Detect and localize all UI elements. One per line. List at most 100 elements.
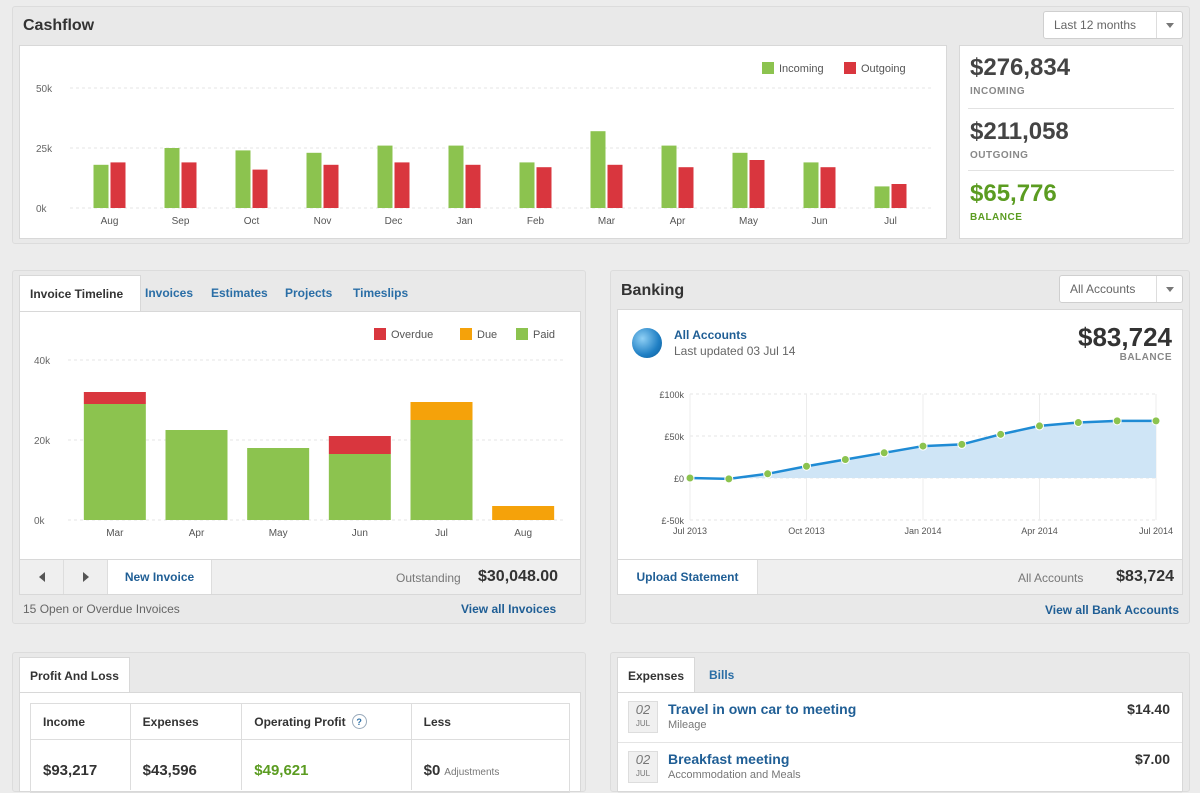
legend-label: Overdue xyxy=(391,329,433,341)
prev-arrow-button[interactable] xyxy=(20,560,64,594)
x-tick-label: Mar xyxy=(598,216,616,227)
legend-label: Incoming xyxy=(779,63,824,75)
last-updated: Last updated 03 Jul 14 xyxy=(674,344,796,358)
balance-point xyxy=(918,441,928,451)
paid-bar-segment xyxy=(165,430,228,520)
balance-point xyxy=(685,473,695,483)
expense-category: Accommodation and Meals xyxy=(668,769,801,781)
cashflow-totals-card: $276,834 INCOMING $211,058 OUTGOING $65,… xyxy=(959,45,1183,239)
legend-swatch xyxy=(762,62,774,74)
banking-footer: Upload Statement All Accounts $83,724 xyxy=(617,559,1183,595)
expense-title-link[interactable]: Travel in own car to meeting xyxy=(668,701,857,717)
incoming-bar xyxy=(590,131,606,208)
legend-label: Due xyxy=(477,329,497,341)
outgoing-label: OUTGOING xyxy=(970,150,1029,161)
balance-point xyxy=(996,429,1006,439)
pnl-column-label: Income xyxy=(43,714,86,729)
invoice-footer: New Invoice Outstanding $30,048.00 xyxy=(19,559,581,595)
new-invoice-button[interactable]: New Invoice xyxy=(108,560,212,594)
expense-month: JUL xyxy=(635,769,651,778)
incoming-bar xyxy=(519,162,535,208)
pnl-value-cell: $0 Adjustments xyxy=(412,740,569,790)
upload-statement-button[interactable]: Upload Statement xyxy=(618,560,758,594)
next-arrow-button[interactable] xyxy=(64,560,108,594)
x-tick-label: Jul 2013 xyxy=(673,526,707,536)
totals-divider xyxy=(968,170,1174,171)
account-name-link[interactable]: All Accounts xyxy=(674,328,747,342)
cashflow-chart: 0k 25k 50k Aug Sep Oct Nov Dec Jan Feb Mar Apr May Ju… xyxy=(36,62,932,227)
tab-bills[interactable]: Bills xyxy=(709,668,735,682)
incoming-bar xyxy=(377,145,393,208)
tab-expenses[interactable]: Expenses xyxy=(617,657,696,693)
expense-day: 02 xyxy=(635,752,651,767)
y-tick-label: £0 xyxy=(674,474,684,484)
tab-invoice-timeline[interactable]: Invoice Timeline xyxy=(19,275,141,311)
expenses-list: 02 JUL Travel in own car to meeting Mileage… xyxy=(618,693,1182,793)
x-tick-label: Jul xyxy=(435,528,448,539)
x-tick-label: Jun xyxy=(352,528,368,539)
outgoing-bar xyxy=(394,162,410,208)
help-icon[interactable]: ? xyxy=(351,714,367,729)
overdue-bar-segment xyxy=(83,392,146,404)
cashflow-panel: Cashflow Last 12 months 0k 25k 50k Aug Sep Oc… xyxy=(12,6,1190,244)
tab-invoices[interactable]: Invoices xyxy=(145,286,194,300)
bank-footer-label: All Accounts xyxy=(1018,571,1084,585)
x-tick-label: Oct 2013 xyxy=(788,526,825,536)
outgoing-total: $211,058 xyxy=(970,118,1069,145)
expenses-card: 02 JUL Travel in own car to meeting Mileage… xyxy=(617,692,1183,793)
pnl-value: $43,596 xyxy=(142,762,197,779)
balance-label: BALANCE xyxy=(970,212,1023,223)
tab-timeslips[interactable]: Timeslips xyxy=(353,286,409,300)
outgoing-bar xyxy=(252,169,268,208)
bank-balance-chart: £-50k £0 £50k £100k Jul 2013 Oct 2013 Jan 2014… xyxy=(659,390,1173,536)
bank-balance-label: BALANCE xyxy=(1119,352,1172,363)
x-tick-label: Oct xyxy=(244,216,260,227)
outgoing-bar xyxy=(607,164,623,208)
pnl-table: Income Expenses Operating Profit? Less $93,… xyxy=(30,703,570,793)
x-tick-label: Apr 2014 xyxy=(1021,526,1058,536)
view-all-invoices-link[interactable]: View all Invoices xyxy=(461,602,557,616)
expense-row[interactable]: 02 JUL Breakfast meeting Accommodation and … xyxy=(618,743,1182,793)
x-tick-label: Mar xyxy=(106,528,124,539)
paid-bar-segment xyxy=(328,454,391,520)
cashflow-title: Cashflow xyxy=(23,17,95,34)
incoming-bar xyxy=(661,145,677,208)
outgoing-bar xyxy=(749,160,765,208)
account-select[interactable]: All Accounts xyxy=(1059,275,1183,303)
x-tick-label: Jul xyxy=(884,216,897,227)
tab-projects[interactable]: Projects xyxy=(285,286,333,300)
pnl-column-header: Income xyxy=(31,704,131,739)
expense-row[interactable]: 02 JUL Travel in own car to meeting Mileage… xyxy=(618,693,1182,743)
y-tick-label: 40k xyxy=(34,356,51,367)
tab-estimates[interactable]: Estimates xyxy=(211,286,268,300)
cashflow-range-select[interactable]: Last 12 months xyxy=(1043,11,1183,39)
view-all-bank-accounts-link[interactable]: View all Bank Accounts xyxy=(1044,603,1179,617)
expense-day: 02 xyxy=(635,702,651,717)
incoming-bar xyxy=(93,164,109,208)
balance-point xyxy=(957,439,967,449)
x-tick-label: Aug xyxy=(101,216,119,227)
incoming-bar xyxy=(448,145,464,208)
invoice-chart: 0k 20k 40k Mar Apr May Jun Jul Aug Overdue Due Paid xyxy=(34,328,564,539)
tab-profit-and-loss[interactable]: Profit And Loss xyxy=(19,657,130,693)
pnl-column-label: Expenses xyxy=(142,714,199,729)
outgoing-bar xyxy=(891,184,907,208)
expense-amount: $7.00 xyxy=(1134,751,1170,767)
invoices-panel: Invoice Timeline Invoices Estimates Project… xyxy=(12,270,586,624)
x-tick-label: Feb xyxy=(527,216,545,227)
upload-statement-label: Upload Statement xyxy=(636,570,739,584)
balance-point xyxy=(763,469,773,479)
outgoing-bar xyxy=(536,167,552,208)
incoming-bar xyxy=(803,162,819,208)
outgoing-bar xyxy=(820,167,836,208)
outgoing-bar xyxy=(110,162,126,208)
banking-title: Banking xyxy=(621,282,685,299)
overdue-bar-segment xyxy=(328,436,391,454)
expenses-tabs: Expenses Bills xyxy=(617,657,1177,693)
balance-point xyxy=(1151,416,1161,426)
balance-total: $65,776 xyxy=(970,180,1057,207)
cashflow-range-label: Last 12 months xyxy=(1054,18,1137,32)
expense-title-link[interactable]: Breakfast meeting xyxy=(668,751,790,767)
expense-date: 02 JUL xyxy=(628,751,658,783)
expense-month: JUL xyxy=(635,719,651,728)
